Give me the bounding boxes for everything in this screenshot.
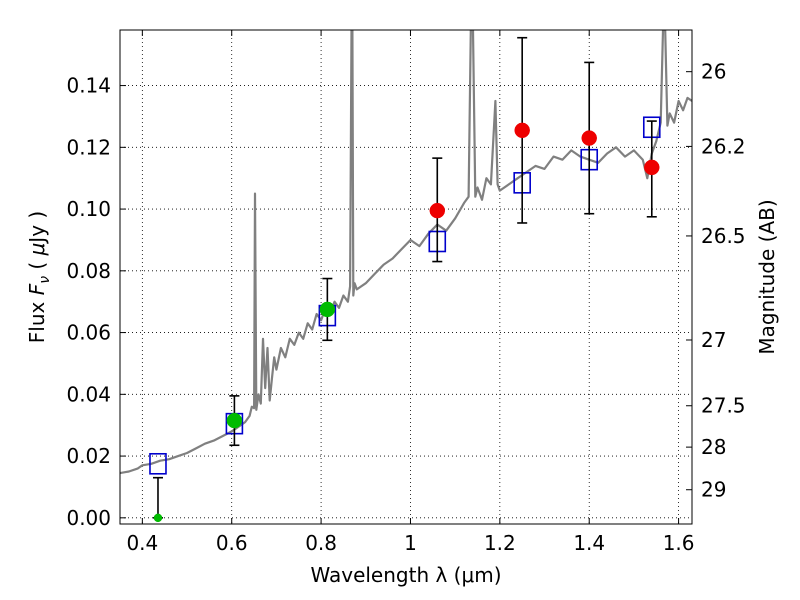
y-tick-label: 0.00 [66,506,111,530]
y2-tick-label: 28 [701,435,726,459]
nir-detections-point [581,130,597,146]
x-tick-label: 1.4 [573,531,605,555]
x-tick-label: 1.2 [484,531,516,555]
y2-tick-label: 26 [701,60,726,84]
y2-tick-label: 26.5 [701,224,746,248]
y-tick-label: 0.12 [66,135,111,159]
nir-detections-point [644,159,660,176]
model-spectrum-line [120,30,692,475]
y2-tick-label: 27.5 [701,394,746,418]
y-tick-label: 0.10 [66,197,111,221]
plot-frame [119,29,693,525]
nir-detections-point [514,122,530,139]
y-tick-label: 0.06 [66,321,111,345]
x-tick-label: 1.6 [663,531,695,555]
model-photometry-marker [149,452,167,475]
y-tick-label: 0.08 [66,259,111,283]
y-tick-label: 0.14 [66,74,111,98]
y-axis-label: Flux Fν ( μJy ) [25,211,53,343]
optical-detections-point [226,412,243,429]
tick-layer: 0.4 0.6 0.8 1 1.2 1.4 1.6 0.00 0.02 0.04 0.06 0.08 0… [66,30,746,555]
grid-layer [120,30,692,524]
x-axis-label: Wavelength λ (μm) [310,563,501,587]
y2-axis-label: Magnitude (AB) [755,199,779,354]
y2-tick-label: 26.2 [701,134,746,158]
spectrum-layer [120,30,692,475]
optical-detections-point [153,513,163,523]
nir-detections-point [429,202,446,219]
marker-layer [149,36,661,523]
x-tick-label: 0.4 [126,531,158,555]
x-tick-label: 0.8 [305,531,337,555]
optical-detections-point [319,301,336,318]
y2-tick-label: 29 [701,478,726,502]
y2-tick-label: 27 [701,328,726,352]
x-tick-label: 0.6 [216,531,248,555]
y-tick-label: 0.04 [66,382,111,406]
x-tick-label: 1 [404,531,417,555]
y-tick-label: 0.02 [66,444,111,468]
